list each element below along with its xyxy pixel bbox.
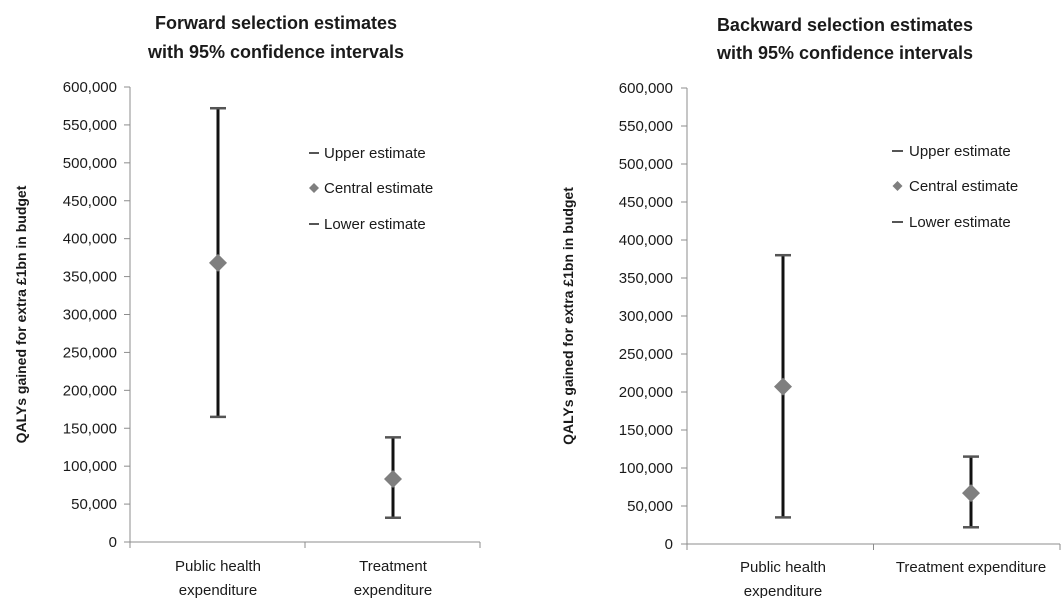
- y-tick-label: 50,000: [627, 498, 673, 515]
- legend-entry: Central estimate: [909, 178, 1018, 195]
- x-category-label: Public health: [175, 558, 261, 575]
- central-estimate-marker: [209, 253, 227, 272]
- y-tick-label: 100,000: [619, 460, 673, 477]
- x-category-label: Treatment: [359, 558, 428, 575]
- y-tick-label: 0: [109, 534, 117, 551]
- y-tick-label: 350,000: [63, 269, 117, 286]
- legend-entry: Lower estimate: [324, 216, 426, 233]
- legend-central-symbol: [892, 181, 903, 191]
- y-tick-label: 550,000: [619, 118, 673, 135]
- chart-panel-2: Backward selection estimates with 95% con…: [560, 15, 1061, 598]
- x-category-label: expenditure: [744, 583, 822, 598]
- y-tick-label: 150,000: [63, 420, 117, 437]
- legend-entry: Upper estimate: [324, 145, 426, 162]
- y-tick-label: 350,000: [619, 270, 673, 287]
- chart-title-line-2: with 95% confidence intervals: [147, 42, 404, 62]
- x-category-label: expenditure: [354, 582, 432, 598]
- central-estimate-marker: [774, 377, 792, 396]
- legend-entry: Lower estimate: [909, 214, 1011, 231]
- x-category-label: Treatment expenditure: [896, 559, 1046, 576]
- y-tick-label: 250,000: [63, 344, 117, 361]
- central-estimate-marker: [962, 484, 980, 503]
- legend-entry: Central estimate: [324, 180, 433, 197]
- y-tick-label: 150,000: [619, 422, 673, 439]
- y-tick-label: 600,000: [63, 79, 117, 96]
- y-tick-label: 250,000: [619, 346, 673, 363]
- chart-title-line-1: Forward selection estimates: [155, 13, 397, 33]
- y-tick-label: 600,000: [619, 80, 673, 97]
- y-tick-label: 50,000: [71, 496, 117, 513]
- y-tick-label: 300,000: [63, 307, 117, 324]
- chart-panel-1: Forward selection estimates with 95% conf…: [13, 13, 481, 598]
- x-category-label: Public health: [740, 559, 826, 576]
- y-tick-label: 400,000: [63, 231, 117, 248]
- y-tick-label: 500,000: [63, 155, 117, 172]
- y-tick-label: 450,000: [63, 193, 117, 210]
- chart-title-line-2: with 95% confidence intervals: [716, 43, 973, 63]
- y-axis-label: QALYs gained for extra £1bn in budget: [13, 185, 29, 443]
- y-tick-label: 400,000: [619, 232, 673, 249]
- central-estimate-marker: [384, 470, 402, 489]
- y-tick-label: 300,000: [619, 308, 673, 325]
- y-axis-label: QALYs gained for extra £1bn in budget: [560, 187, 576, 445]
- y-tick-label: 550,000: [63, 117, 117, 134]
- y-tick-label: 200,000: [619, 384, 673, 401]
- chart-title-line-1: Backward selection estimates: [717, 15, 973, 35]
- y-tick-label: 500,000: [619, 156, 673, 173]
- y-tick-label: 0: [665, 536, 673, 553]
- y-tick-label: 200,000: [63, 382, 117, 399]
- legend-central-symbol: [309, 183, 319, 193]
- x-category-label: expenditure: [179, 582, 257, 598]
- legend-entry: Upper estimate: [909, 143, 1011, 160]
- y-tick-label: 450,000: [619, 194, 673, 211]
- y-tick-label: 100,000: [63, 458, 117, 475]
